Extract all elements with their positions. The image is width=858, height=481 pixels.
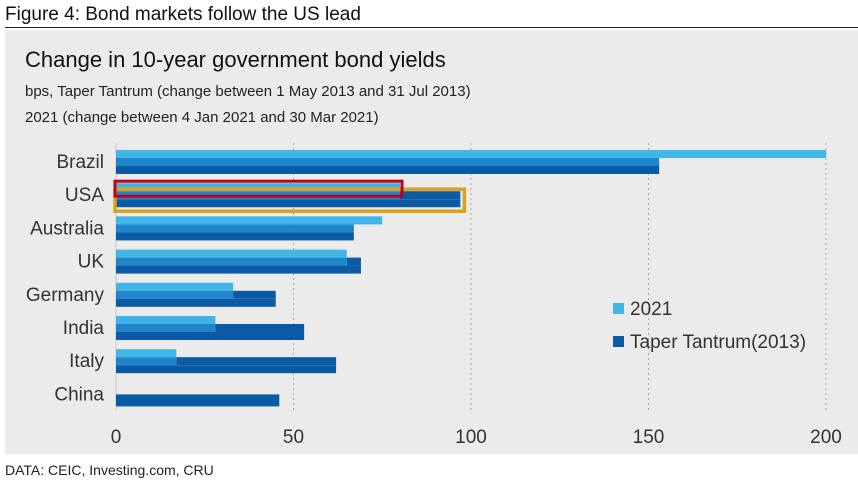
bar-overlap-australia: [116, 224, 354, 233]
highlight-outlines: [113, 179, 467, 213]
bar-2021-usa: [116, 183, 400, 192]
bar-2013-usa: [116, 199, 461, 208]
bar-2013-brazil: [116, 166, 660, 174]
bar-overlap-germany: [116, 290, 234, 299]
x-tick-label: 50: [283, 427, 304, 448]
chart-panel: [5, 30, 858, 454]
x-tick-label: 100: [455, 427, 487, 448]
legend-swatch-2013: [613, 336, 624, 347]
bar-2013-extend-germany: [233, 290, 276, 299]
x-tick-label: 150: [633, 427, 665, 448]
bar-2013-italy: [116, 365, 337, 374]
bar-overlap-brazil: [116, 158, 660, 166]
legend-label-2021: 2021: [630, 299, 672, 320]
bar-2013-extend-italy: [176, 357, 337, 366]
x-tick-label: 200: [810, 427, 842, 448]
category-label-usa: USA: [65, 185, 104, 206]
bar-overlap-india: [116, 324, 216, 332]
highlight-2013-outline: [113, 187, 467, 213]
bar-2013-uk: [116, 265, 361, 274]
legend: 2021 Taper Tantrum(2013): [613, 299, 806, 353]
category-label-brazil: Brazil: [56, 152, 104, 173]
category-label-australia: Australia: [30, 218, 104, 239]
category-labels: Brazil USA Australia UK Germany India Italy Chi…: [26, 152, 105, 405]
figure-label: Figure 4: Bond markets follow the US lea…: [5, 4, 361, 25]
bar-2021-brazil: [116, 150, 826, 158]
bar-2013-india: [116, 332, 305, 340]
bar-overlap-italy: [116, 357, 177, 366]
chart-subtitle-1: bps, Taper Tantrum (change between 1 May…: [25, 83, 471, 100]
category-label-germany: Germany: [26, 285, 105, 306]
bar-2021-uk: [116, 249, 347, 258]
chart-title: Change in 10-year government bond yields: [25, 47, 446, 72]
category-label-china: China: [54, 384, 104, 405]
bar-2013-australia: [116, 232, 354, 241]
category-label-italy: Italy: [69, 351, 104, 372]
bar-2013-germany: [116, 298, 276, 307]
legend-swatch-2021: [613, 303, 624, 314]
highlight-2021-outline: [113, 179, 404, 198]
bar-2013-extend-uk: [346, 257, 361, 266]
bar-2021-germany: [116, 282, 234, 291]
bar-2013-extend-india: [215, 324, 305, 332]
legend-label-2013: Taper Tantrum(2013): [630, 332, 806, 353]
source-note: DATA: CEIC, Investing.com, CRU: [5, 462, 214, 478]
bar-2021-india: [116, 316, 216, 324]
bar-2013-extend-usa: [400, 191, 461, 200]
category-label-uk: UK: [78, 252, 105, 273]
bar-overlap-uk: [116, 257, 347, 266]
x-tick-label: 0: [111, 427, 122, 448]
x-tick-labels: 0 50 100 150 200: [111, 427, 842, 448]
bar-2013-china: [116, 394, 280, 407]
bar-2021-italy: [116, 349, 177, 358]
chart-subtitle-2: 2021 (change between 4 Jan 2021 and 30 M…: [25, 109, 379, 126]
header-divider: [5, 27, 858, 28]
category-label-india: India: [63, 318, 105, 339]
bar-2021-australia: [116, 216, 383, 225]
